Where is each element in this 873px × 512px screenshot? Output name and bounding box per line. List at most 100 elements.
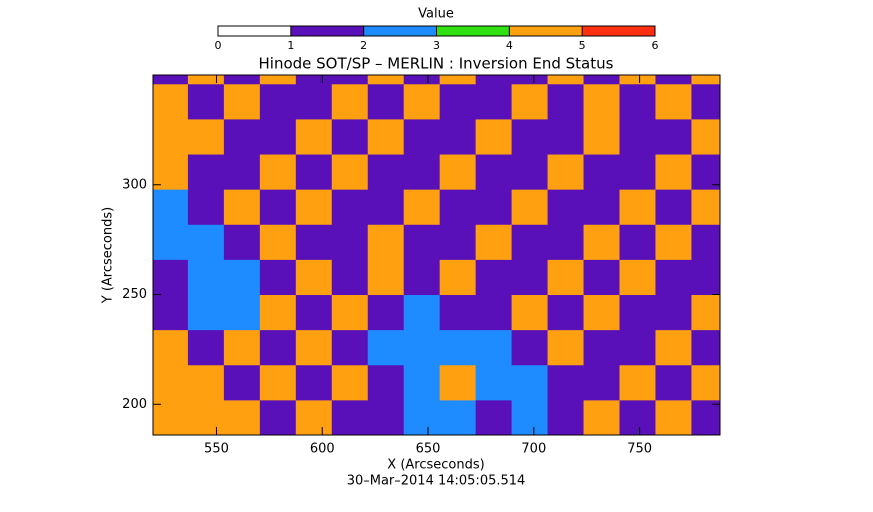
colorbar-tick-label: 6 (652, 39, 659, 52)
heatmap-cell (475, 294, 513, 331)
heatmap-cell (259, 399, 297, 435)
heatmap-cell (223, 83, 261, 120)
heatmap-cell (295, 224, 333, 260)
heatmap-cell (547, 118, 585, 155)
heatmap-cell (439, 75, 477, 85)
heatmap-cell (619, 224, 656, 260)
heatmap-cell (295, 75, 333, 85)
heatmap-cell (547, 224, 585, 260)
heatmap-cell (655, 224, 692, 260)
heatmap-cell (259, 75, 297, 85)
heatmap-cell (511, 224, 549, 260)
heatmap-cell (583, 294, 621, 331)
heatmap-cell (511, 364, 549, 401)
heatmap-cell (439, 154, 477, 190)
heatmap-cell (547, 259, 585, 296)
heatmap-cell (403, 189, 441, 225)
heatmap-cell (223, 75, 261, 85)
heatmap-cell (331, 259, 369, 296)
heatmap-cell (223, 294, 261, 331)
x-axis-label: X (Arcseconds) (387, 458, 484, 473)
heatmap-cell (295, 259, 333, 296)
x-tick-label: 750 (627, 442, 652, 457)
heatmap-cell (367, 329, 405, 366)
heatmap-cell (403, 154, 441, 190)
x-tick-label: 700 (521, 442, 546, 457)
heatmap-cell (691, 154, 720, 190)
x-tick-label: 550 (204, 442, 229, 457)
heatmap-cell (655, 189, 692, 225)
heatmap-cell (475, 189, 513, 225)
heatmap-cell (475, 118, 513, 155)
heatmap-cell (331, 399, 369, 435)
heatmap-cell (691, 364, 720, 401)
heatmap-cell (259, 189, 297, 225)
heatmap-cell (331, 294, 369, 331)
y-tick-label: 250 (122, 287, 147, 302)
colorbar-label: Value (418, 7, 454, 22)
heatmap-cell (511, 83, 549, 120)
heatmap-cell (583, 189, 621, 225)
heatmap-cell (331, 154, 369, 190)
heatmap-cell (331, 83, 369, 120)
heatmap-cell (367, 259, 405, 296)
heatmap-cell (547, 154, 585, 190)
heatmap-cell (619, 75, 656, 85)
footer: 30–Mar–2014 14:05:05.514 (347, 474, 526, 489)
heatmap-cell (655, 75, 692, 85)
heatmap-cell (223, 224, 261, 260)
heatmap-cell (583, 118, 621, 155)
heatmap-cell (619, 259, 656, 296)
heatmap-cell (259, 154, 297, 190)
colorbar-swatch (218, 26, 291, 36)
heatmap-cell (547, 329, 585, 366)
heatmap-cell (403, 83, 441, 120)
heatmap-cell (223, 329, 261, 366)
heatmap-cell (547, 75, 585, 85)
heatmap-cell (295, 118, 333, 155)
heatmap-cell (619, 364, 656, 401)
heatmap-cell (295, 399, 333, 435)
heatmap-cell (295, 329, 333, 366)
heatmap-cell (367, 83, 405, 120)
heatmap-cell (259, 83, 297, 120)
heatmap-cell (439, 364, 477, 401)
heatmap-cell (655, 329, 692, 366)
heatmap-cell (153, 189, 189, 225)
heatmap-cell (259, 364, 297, 401)
heatmap-cell (619, 329, 656, 366)
heatmap-cell (475, 259, 513, 296)
heatmap-cell (153, 83, 189, 120)
heatmap-cell (547, 189, 585, 225)
heatmap-cell (619, 399, 656, 435)
heatmap-cell (331, 189, 369, 225)
heatmap-cell (619, 154, 656, 190)
heatmap-cell (153, 224, 189, 260)
heatmap-cell (619, 83, 656, 120)
colorbar-swatch (582, 26, 655, 36)
colorbar-tick-label: 0 (215, 39, 222, 52)
heatmap-cell (475, 75, 513, 85)
heatmap-cell (153, 259, 189, 296)
heatmap-cell (619, 294, 656, 331)
heatmap-cell (691, 83, 720, 120)
heatmap-cell (295, 189, 333, 225)
heatmap-cell (475, 154, 513, 190)
heatmap-cell (475, 83, 513, 120)
heatmap-cell (403, 399, 441, 435)
colorbar-swatch (436, 26, 510, 36)
heatmap-cell (153, 329, 189, 366)
heatmap-cell (691, 118, 720, 155)
heatmap-cell (403, 224, 441, 260)
colorbar-tick-label: 1 (287, 39, 294, 52)
heatmap-cell (583, 259, 621, 296)
heatmap-cell (153, 118, 189, 155)
heatmap-cell (223, 399, 261, 435)
heatmap-cell (367, 224, 405, 260)
heatmap-cell (331, 364, 369, 401)
heatmap-cell (439, 329, 477, 366)
heatmap-cell (511, 154, 549, 190)
heatmap-cell (511, 259, 549, 296)
heatmap-cell (187, 75, 225, 85)
heatmap-cell (655, 259, 692, 296)
